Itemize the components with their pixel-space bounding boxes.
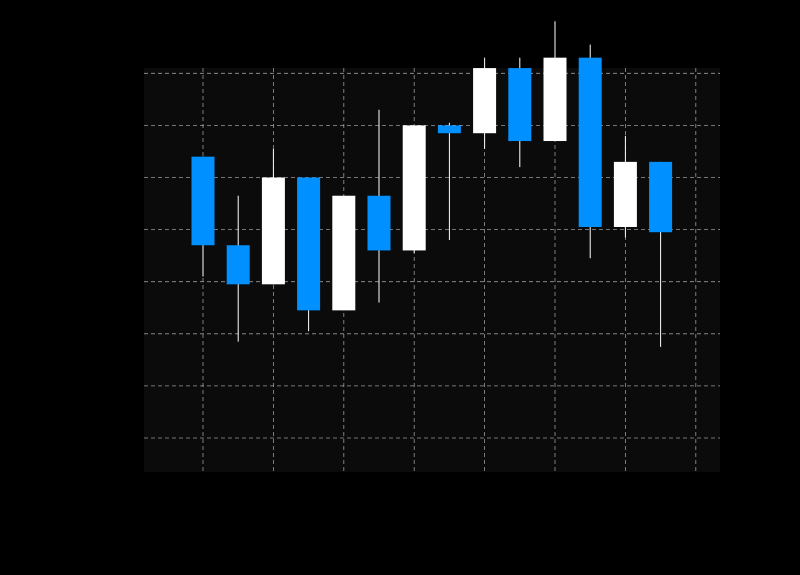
candle-body-down	[578, 57, 602, 227]
candle-1	[191, 156, 215, 277]
candle-body-down	[437, 125, 461, 134]
candle-body-up	[543, 57, 567, 142]
candle-3	[261, 148, 285, 285]
candle-6	[367, 109, 391, 303]
candle-body-up	[473, 68, 497, 134]
candle-body-up	[613, 161, 637, 227]
candle-body-down	[508, 68, 532, 142]
candle-body-up	[402, 125, 426, 251]
candle-9	[473, 57, 497, 149]
candle-10	[508, 57, 532, 168]
candle-body-down	[297, 177, 321, 311]
candle-14	[649, 161, 673, 347]
candle-body-down	[191, 156, 215, 246]
candle-11	[543, 21, 567, 142]
candle-body-down	[649, 161, 673, 233]
candle-8	[437, 122, 461, 241]
candles-group	[191, 21, 673, 347]
candle-body-down	[367, 195, 391, 251]
candle-12	[578, 44, 602, 259]
candle-7	[402, 125, 426, 254]
candle-5	[332, 195, 356, 311]
candle-2	[226, 195, 250, 342]
candle-4	[297, 177, 321, 332]
candle-body-up	[261, 177, 285, 285]
candle-body-up	[332, 195, 356, 311]
candle-13	[613, 135, 637, 238]
candle-body-down	[226, 245, 250, 285]
